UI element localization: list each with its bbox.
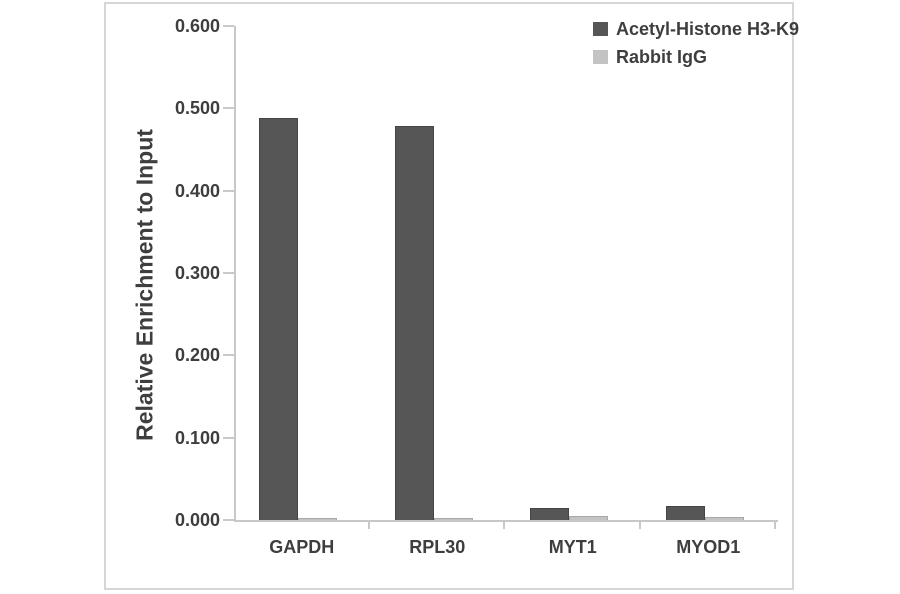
y-tick-mark <box>223 107 234 110</box>
y-axis-line <box>234 26 236 522</box>
legend-item-rabbit-igg: Rabbit IgG <box>593 43 799 71</box>
legend-swatch-light-icon <box>593 50 608 64</box>
y-tick-label: 0.600 <box>174 16 220 36</box>
x-tick-mark <box>638 520 641 529</box>
y-tick-label: 0.200 <box>174 345 220 366</box>
legend-swatch-dark-icon <box>593 22 608 36</box>
y-tick-mark <box>223 25 234 27</box>
y-tick-label: 0.100 <box>174 427 220 448</box>
legend-item-acetyl-histone: Acetyl-Histone H3-K9 <box>593 15 799 43</box>
y-tick-mark <box>223 519 234 521</box>
x-tick-mark <box>367 520 370 529</box>
y-tick-mark <box>223 436 234 439</box>
bar-rabbit-igg-rpl30 <box>433 518 473 520</box>
bar-acetyl-histone-h3-k9-rpl30 <box>394 126 434 520</box>
bar-acetyl-histone-h3-k9-gapdh <box>259 118 298 520</box>
y-tick-mark <box>223 272 234 274</box>
bar-rabbit-igg-myt1 <box>569 516 608 520</box>
bar-acetyl-histone-h3-k9-myt1 <box>530 508 569 520</box>
y-tick-mark <box>223 354 234 357</box>
x-category-label: RPL30 <box>409 537 466 557</box>
bar-acetyl-histone-h3-k9-myod1 <box>665 506 705 520</box>
x-axis-line <box>234 520 778 522</box>
x-tick-mark <box>774 520 776 529</box>
legend-label: Rabbit IgG <box>616 46 707 67</box>
chart-figure: Relative Enrichment to Input 0.000 0.100 0… <box>104 2 799 590</box>
x-category-label: GAPDH <box>269 537 335 557</box>
x-category-label: MYOD1 <box>676 537 741 557</box>
y-tick-label: 0.300 <box>174 263 220 283</box>
y-tick-mark <box>223 189 234 192</box>
y-tick-label: 0.400 <box>174 180 220 201</box>
y-axis-title: Relative Enrichment to Input <box>131 129 158 441</box>
bar-rabbit-igg-myod1 <box>704 517 744 520</box>
chart-legend: Acetyl-Histone H3-K9 Rabbit IgG <box>593 15 799 71</box>
legend-label: Acetyl-Histone H3-K9 <box>616 18 800 39</box>
x-category-label: MYT1 <box>548 537 597 557</box>
y-tick-label: 0.000 <box>174 510 220 530</box>
x-tick-mark <box>503 520 505 529</box>
y-tick-label: 0.500 <box>174 98 220 119</box>
bar-rabbit-igg-gapdh <box>298 518 337 520</box>
